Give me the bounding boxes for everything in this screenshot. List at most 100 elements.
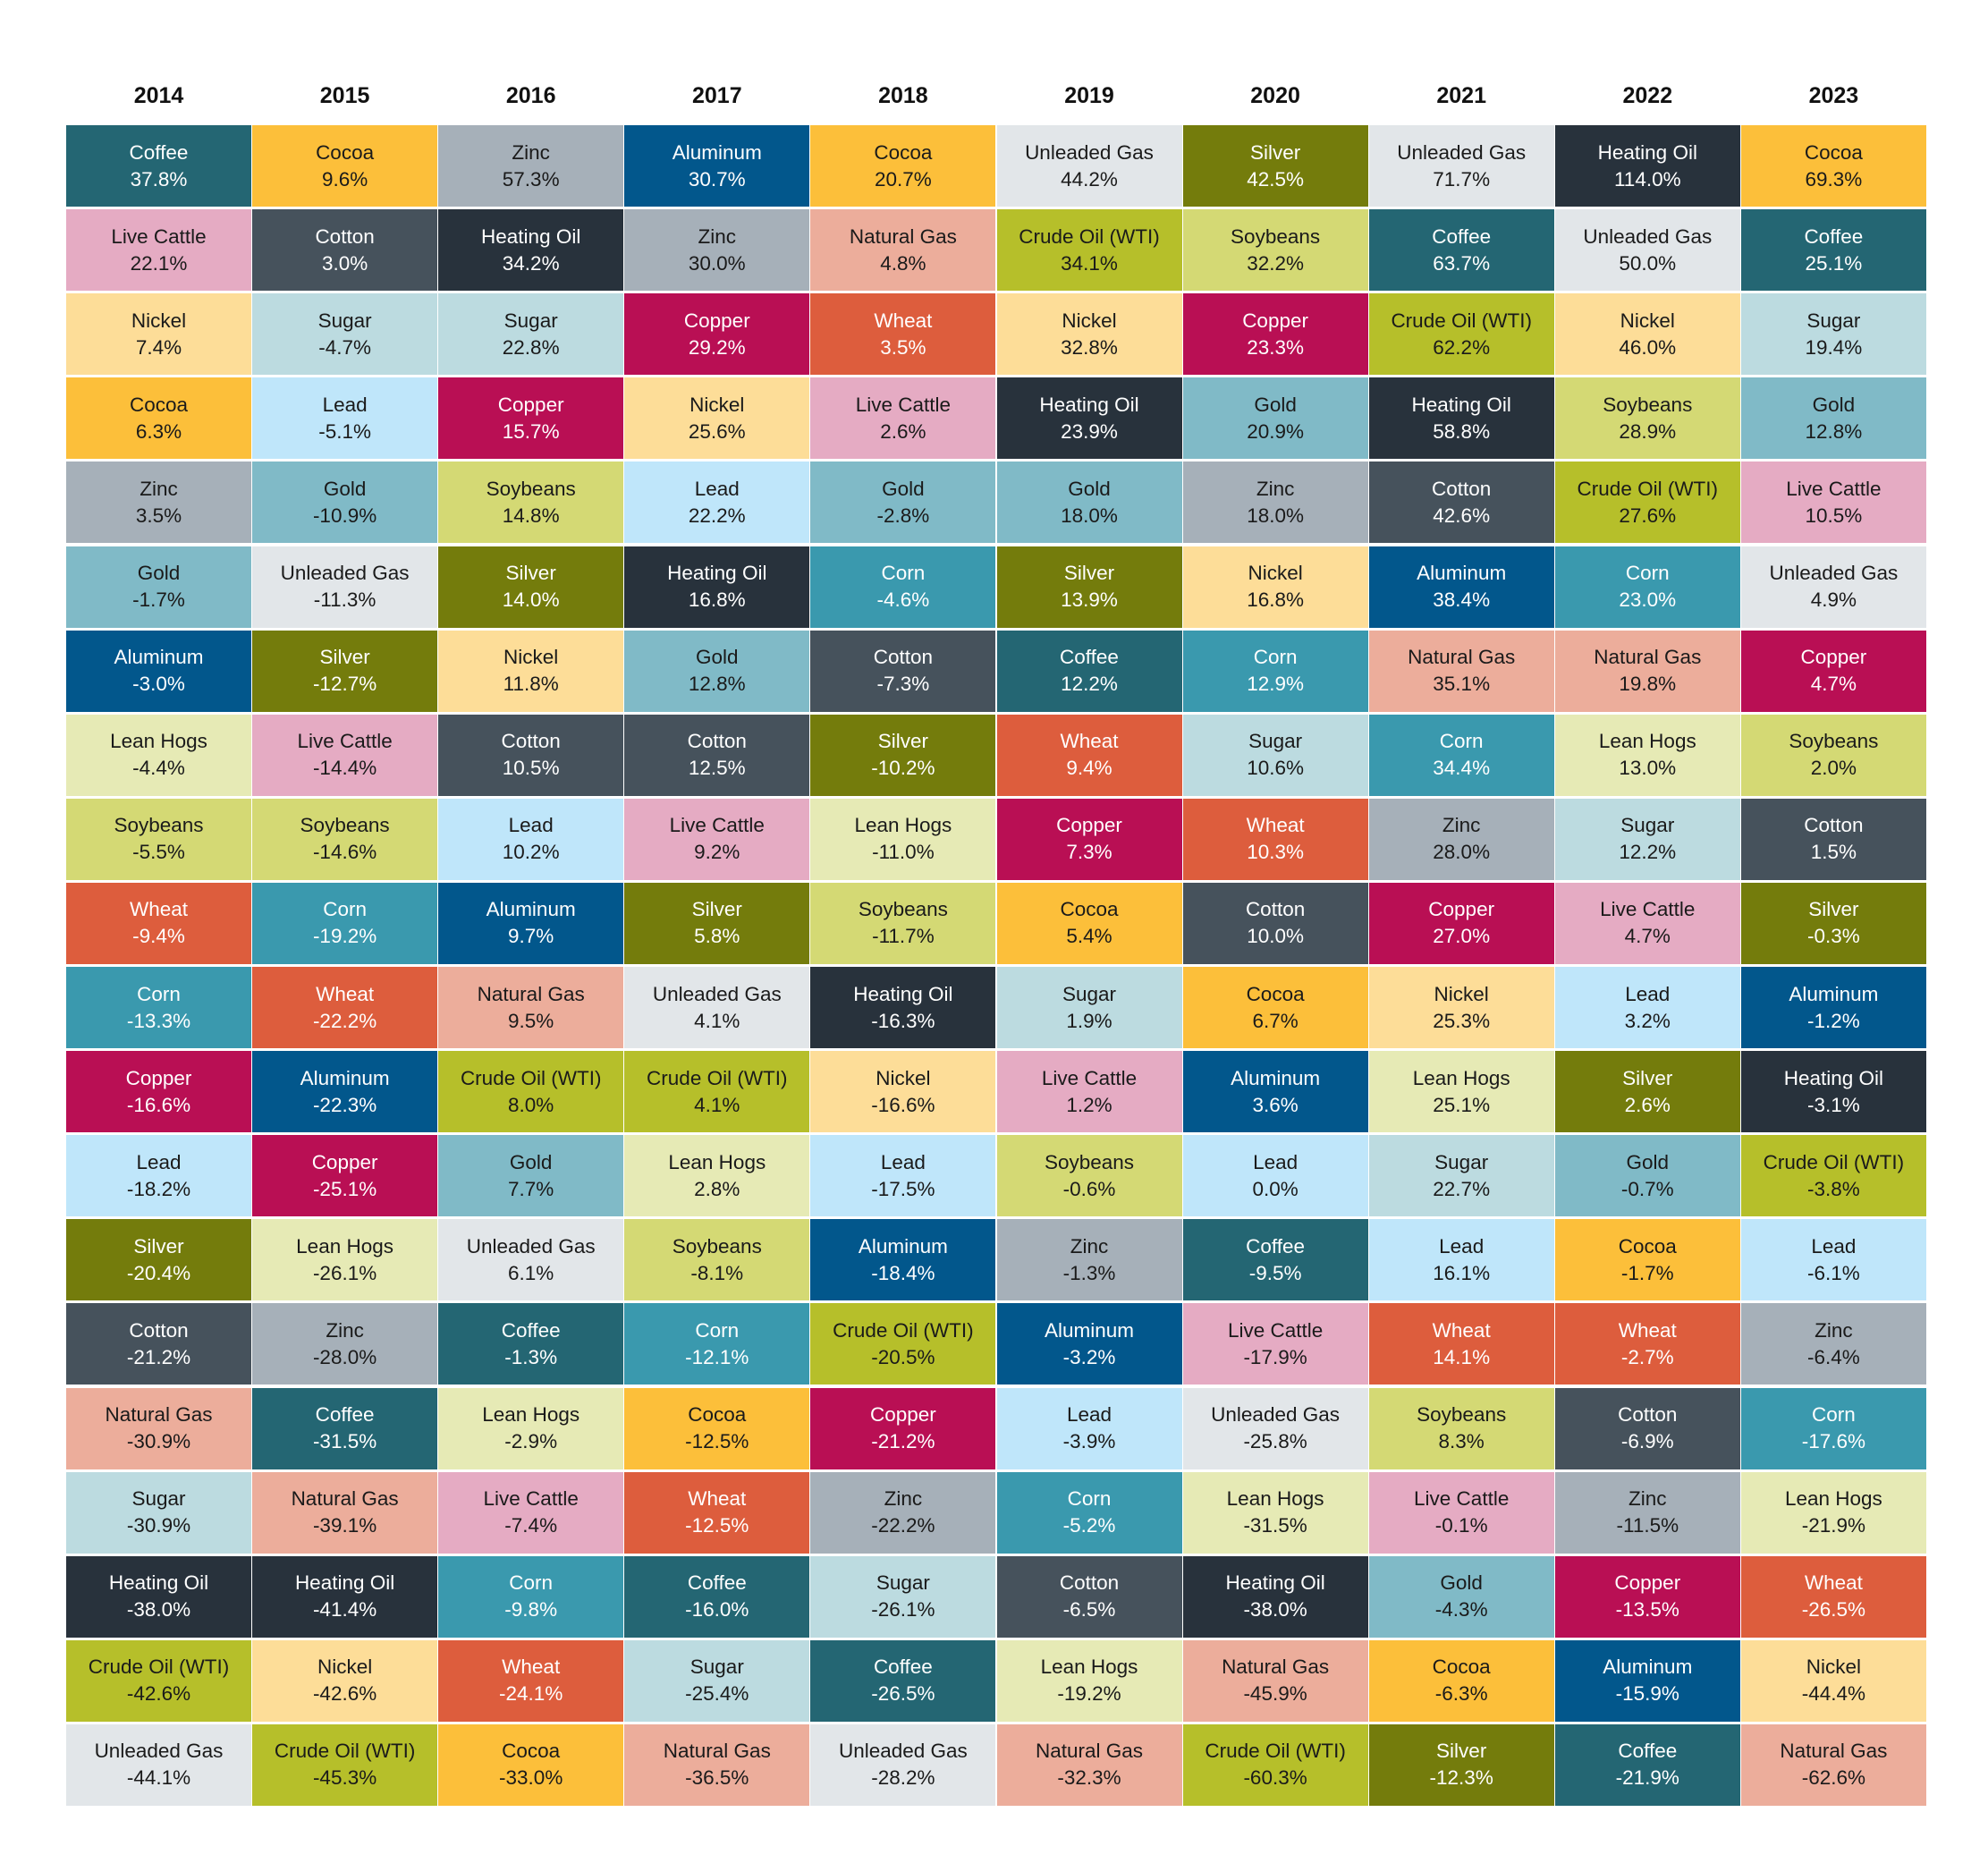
return-value: -3.0% — [132, 673, 185, 696]
cell-2016-copper: Copper 15.7% — [438, 377, 624, 460]
return-value: -5.1% — [318, 419, 371, 443]
return-value: 32.8% — [1061, 335, 1118, 359]
return-value: 19.8% — [1619, 673, 1677, 696]
commodity-name: Coffee — [687, 1571, 747, 1595]
commodity-name: Cotton — [1618, 1403, 1678, 1426]
commodity-name: Soybeans — [1044, 1150, 1135, 1173]
commodity-name: Natural Gas — [1222, 1656, 1330, 1679]
return-value: 20.9% — [1247, 419, 1304, 443]
commodity-name: Wheat — [1618, 1318, 1677, 1342]
return-value: -3.9% — [1062, 1430, 1116, 1452]
return-value: -26.1% — [312, 1261, 377, 1284]
commodity-name: Coffee — [1060, 646, 1119, 669]
commodity-name: Crude Oil (WTI) — [1391, 309, 1532, 332]
return-value: -4.6% — [876, 589, 930, 611]
return-value: 12.8% — [688, 673, 746, 696]
cell-2016-silver: Silver 14.0% — [438, 546, 624, 628]
cell-2016-unleaded-gas: Unleaded Gas 6.1% — [438, 1219, 624, 1301]
commodity-name: Unleaded Gas — [652, 982, 782, 1005]
cell-2019-crude-oil-wti: Crude Oil (WTI) 34.1% — [996, 209, 1182, 292]
cell-2014-natural-gas: Natural Gas -30.9% — [66, 1387, 251, 1469]
commodity-name: Aluminum — [1231, 1066, 1321, 1089]
cell-2016-zinc: Zinc 57.3% — [438, 125, 624, 207]
cell-2021-silver: Silver -12.3% — [1368, 1723, 1554, 1806]
cell-2014-corn: Corn -13.3% — [66, 967, 251, 1048]
return-value: 2.6% — [1624, 1093, 1671, 1116]
cell-2015-natural-gas: Natural Gas -39.1% — [252, 1471, 438, 1554]
commodity-name: Zinc — [884, 1487, 923, 1511]
commodity-name: Silver — [1808, 898, 1859, 921]
commodity-name: Unleaded Gas — [280, 562, 410, 584]
cell-2020-unleaded-gas: Unleaded Gas -25.8% — [1182, 1387, 1368, 1469]
cell-2016-corn: Corn -9.8% — [438, 1555, 624, 1638]
return-value: -45.3% — [312, 1766, 377, 1790]
return-value: -21.2% — [126, 1345, 191, 1368]
commodity-name: Wheat — [129, 898, 189, 921]
commodity-name: Cotton — [873, 646, 934, 669]
return-value: 4.8% — [880, 251, 926, 275]
return-value: -13.5% — [1615, 1598, 1679, 1622]
return-value: -16.3% — [871, 1009, 935, 1032]
commodity-name: Coffee — [1804, 224, 1864, 248]
return-value: 18.0% — [1247, 504, 1304, 527]
return-value: -28.0% — [312, 1345, 377, 1368]
return-value: 6.3% — [135, 419, 182, 443]
return-value: 10.2% — [502, 841, 560, 864]
return-value: 8.3% — [1438, 1430, 1485, 1452]
return-value: -38.0% — [1243, 1598, 1307, 1622]
cell-2022-natural-gas: Natural Gas 19.8% — [1554, 630, 1740, 712]
cell-2022-heating-oil: Heating Oil 114.0% — [1554, 125, 1740, 207]
return-value: 22.8% — [502, 335, 560, 359]
commodity-name: Lean Hogs — [854, 814, 952, 837]
cell-2016-gold: Gold 7.7% — [438, 1135, 624, 1217]
return-value: -30.9% — [126, 1430, 191, 1452]
return-value: 23.9% — [1061, 419, 1118, 443]
cell-2021-soybeans: Soybeans 8.3% — [1368, 1387, 1554, 1469]
cell-2023-aluminum: Aluminum -1.2% — [1740, 967, 1926, 1048]
commodity-name: Copper — [1056, 814, 1122, 837]
return-value: -33.0% — [499, 1766, 563, 1790]
commodity-name: Heating Oil — [1039, 393, 1139, 416]
cell-2017-cocoa: Cocoa -12.5% — [624, 1387, 810, 1469]
return-value: 12.8% — [1805, 419, 1863, 443]
cell-2023-cocoa: Cocoa 69.3% — [1740, 125, 1926, 207]
cell-2014-live-cattle: Live Cattle 22.1% — [66, 209, 251, 292]
return-value: 37.8% — [130, 167, 188, 191]
commodity-name: Live Cattle — [1414, 1487, 1510, 1511]
cell-2014-lead: Lead -18.2% — [66, 1135, 251, 1217]
return-value: 14.0% — [502, 589, 560, 611]
return-value: 13.0% — [1619, 757, 1677, 780]
return-value: 30.0% — [688, 251, 746, 275]
cell-2022-copper: Copper -13.5% — [1554, 1555, 1740, 1638]
return-value: -22.2% — [312, 1009, 377, 1032]
commodity-name: Cocoa — [1246, 982, 1305, 1005]
return-value: -1.3% — [1062, 1261, 1116, 1284]
commodity-name: Zinc — [140, 477, 178, 500]
return-value: -44.1% — [126, 1766, 191, 1790]
cell-2018-silver: Silver -10.2% — [810, 714, 996, 796]
cell-2015-heating-oil: Heating Oil -41.4% — [252, 1555, 438, 1638]
cell-2020-natural-gas: Natural Gas -45.9% — [1182, 1639, 1368, 1722]
cell-2022-cocoa: Cocoa -1.7% — [1554, 1219, 1740, 1301]
commodity-name: Crude Oil (WTI) — [274, 1740, 416, 1763]
return-value: -36.5% — [685, 1766, 749, 1790]
cell-2023-corn: Corn -17.6% — [1740, 1387, 1926, 1469]
cell-2023-wheat: Wheat -26.5% — [1740, 1555, 1926, 1638]
return-value: -22.2% — [871, 1514, 935, 1537]
commodity-name: Nickel — [1434, 982, 1489, 1005]
return-value: 27.0% — [1433, 925, 1491, 948]
year-header-2022: 2022 — [1622, 83, 1673, 108]
cell-2020-silver: Silver 42.5% — [1182, 125, 1368, 207]
commodity-name: Gold — [509, 1150, 553, 1173]
cell-2023-heating-oil: Heating Oil -3.1% — [1740, 1051, 1926, 1133]
cell-2016-heating-oil: Heating Oil 34.2% — [438, 209, 624, 292]
cell-2014-crude-oil-wti: Crude Oil (WTI) -42.6% — [66, 1639, 251, 1722]
commodity-name: Nickel — [876, 1066, 931, 1089]
commodity-name: Sugar — [131, 1487, 186, 1511]
cell-2022-coffee: Coffee -21.9% — [1554, 1723, 1740, 1806]
return-value: -12.5% — [685, 1430, 749, 1452]
cell-2022-lean-hogs: Lean Hogs 13.0% — [1554, 714, 1740, 796]
cell-2017-sugar: Sugar -25.4% — [624, 1639, 810, 1722]
commodity-name: Lead — [508, 814, 554, 837]
